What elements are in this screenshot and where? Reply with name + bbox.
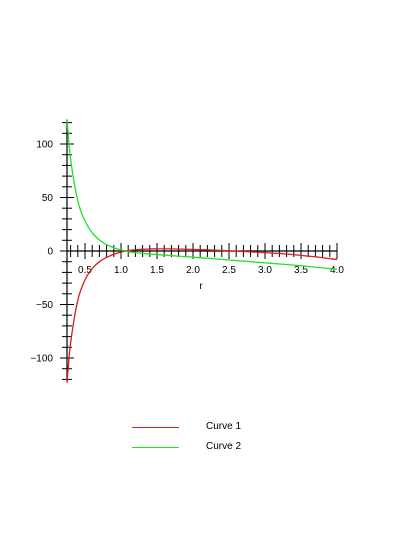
axes: 100 50 0 −50 −100 0.5 1.0 1.5 2.0 2.5 3.0 3.5 4.0 (30, 119, 344, 383)
y-tick-label: 0 (47, 247, 53, 258)
x-tick-label: 3.5 (294, 265, 308, 276)
legend-swatch-curve-2 (132, 447, 179, 448)
x-tick-label: 1.5 (150, 265, 164, 276)
x-tick-label: 2.0 (186, 265, 200, 276)
x-tick-label: 1.0 (114, 265, 128, 276)
legend: Curve 1 Curve 2 (132, 418, 332, 458)
y-tick-label: −50 (36, 300, 53, 311)
x-axis-label: r (199, 281, 203, 292)
legend-swatch-curve-1 (132, 427, 179, 428)
curves (66, 119, 338, 383)
series-line-curve-1 (66, 248, 338, 383)
series-line-curve-2 (66, 119, 338, 270)
x-tick-label: 3.0 (258, 265, 272, 276)
y-tick-label: −100 (30, 354, 53, 365)
legend-item-curve-2: Curve 2 (132, 438, 332, 458)
y-tick-label: 50 (42, 193, 54, 204)
x-tick-label: 2.5 (222, 265, 236, 276)
y-tick-label: 100 (36, 140, 53, 151)
legend-label-curve-2: Curve 2 (206, 441, 242, 452)
x-tick-label: 0.5 (78, 265, 92, 276)
legend-item-curve-1: Curve 1 (132, 418, 332, 438)
x-tick-label: 4.0 (330, 265, 344, 276)
legend-label-curve-1: Curve 1 (206, 421, 242, 432)
